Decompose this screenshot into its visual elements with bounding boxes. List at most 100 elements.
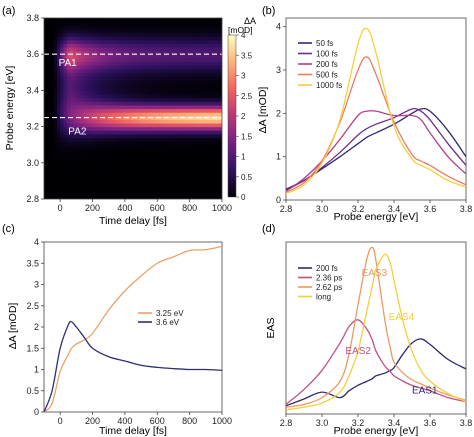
- heatmap-cell: [73, 144, 77, 149]
- heatmap-cell: [115, 195, 120, 199]
- heatmap-cell: [131, 130, 136, 135]
- heatmap-cell: [131, 94, 136, 99]
- heatmap-cell: [60, 65, 65, 70]
- heatmap-cell: [163, 57, 168, 63]
- heatmap-cell: [144, 36, 149, 41]
- heatmap-cell: [66, 46, 71, 52]
- heatmap-cell: [212, 57, 217, 63]
- heatmap-cell: [166, 112, 171, 117]
- heatmap-cell: [150, 191, 155, 196]
- heatmap-cell: [99, 112, 103, 117]
- heatmap-cell: [105, 148, 110, 153]
- heatmap-cell: [99, 50, 103, 55]
- heatmap-cell: [137, 144, 142, 149]
- heatmap-cell: [102, 54, 107, 59]
- heatmap-cell: [128, 184, 132, 189]
- heatmap-cell: [147, 133, 152, 139]
- heatmap-cell: [63, 57, 68, 63]
- heatmap-cell: [166, 159, 171, 164]
- heatmap-cell: [150, 173, 155, 178]
- heatmap-cell: [154, 177, 158, 182]
- heatmap-cell: [209, 83, 213, 88]
- heatmap-xtick-label: 0: [58, 203, 63, 213]
- heatmap-cell: [147, 18, 152, 23]
- heatmap-cell: [86, 75, 90, 81]
- heatmap-cell: [111, 195, 116, 199]
- heatmap-cell: [76, 28, 81, 34]
- heatmap-cell: [44, 126, 48, 131]
- heatmap-cell: [50, 177, 55, 182]
- heatmap-cell: [160, 61, 165, 66]
- heatmap-cell: [150, 141, 155, 146]
- heatmap-cell: [196, 46, 200, 52]
- heatmap-cell: [176, 50, 181, 55]
- heatmap-cell: [205, 108, 210, 113]
- heatmap-cell: [150, 119, 155, 124]
- heatmap-cell: [86, 72, 90, 77]
- heatmap-cell: [76, 36, 81, 41]
- heatmap-cell: [157, 86, 162, 91]
- heatmap-cell: [150, 90, 155, 95]
- heatmap-cell: [209, 79, 213, 84]
- legend-label: 50 fs: [316, 39, 333, 48]
- heatmap-cell: [154, 101, 158, 106]
- heatmap-cell: [76, 173, 81, 178]
- heatmap-cell: [118, 46, 123, 52]
- heatmap-cell: [134, 65, 139, 70]
- heatmap-cell: [209, 122, 213, 128]
- heatmap-cell: [56, 50, 61, 55]
- heatmap-cell: [212, 141, 217, 146]
- heatmap-cell: [160, 170, 165, 175]
- heatmap-cell: [192, 133, 197, 139]
- heatmap-cell: [108, 54, 113, 59]
- heatmap-cell: [202, 39, 207, 44]
- heatmap-cell: [50, 43, 55, 48]
- heatmap-cell: [63, 112, 68, 117]
- heatmap-cell: [53, 32, 58, 37]
- heatmap-cell: [196, 148, 200, 153]
- heatmap-cell: [192, 86, 197, 91]
- heatmap-cell: [192, 122, 197, 128]
- heatmap-cell: [63, 159, 68, 164]
- heatmap-cell: [99, 65, 103, 70]
- xtick-label: 3.2: [352, 418, 365, 428]
- heatmap-cell: [92, 177, 97, 182]
- heatmap-cell: [69, 25, 74, 30]
- xtick-label: 0: [58, 416, 63, 426]
- heatmap-cell: [189, 101, 194, 106]
- heatmap-cell: [69, 57, 74, 63]
- heatmap-cell: [124, 126, 129, 131]
- heatmap-cell: [76, 25, 81, 30]
- heatmap-cell: [95, 115, 100, 120]
- heatmap-cell: [202, 108, 207, 113]
- heatmap-cell: [69, 28, 74, 34]
- heatmap-cell: [56, 162, 61, 168]
- heatmap-cell: [150, 184, 155, 189]
- heatmap-cell: [199, 188, 204, 193]
- heatmap-cell: [215, 86, 220, 91]
- heatmap-cell: [111, 43, 116, 48]
- heatmap-cell: [212, 104, 217, 110]
- heatmap-cell: [69, 130, 74, 135]
- heatmap-cell: [173, 86, 178, 91]
- heatmap-cell: [189, 162, 194, 168]
- heatmap-cell: [102, 28, 107, 34]
- heatmap-cell: [141, 101, 145, 106]
- heatmap-cell: [118, 18, 123, 23]
- heatmap-cell: [179, 108, 184, 113]
- heatmap-cell: [108, 83, 113, 88]
- heatmap-cell: [183, 86, 187, 91]
- heatmap-cell: [157, 79, 162, 84]
- heatmap-cell: [150, 68, 155, 73]
- ytick-label: 4: [34, 237, 39, 247]
- heatmap-cell: [56, 36, 61, 41]
- heatmap-cell: [199, 144, 204, 149]
- heatmap-cell: [60, 108, 65, 113]
- heatmap-cell: [154, 32, 158, 37]
- heatmap-cell: [160, 28, 165, 34]
- heatmap-cell: [170, 94, 175, 99]
- heatmap-cell: [189, 65, 194, 70]
- heatmap-cell: [209, 137, 213, 142]
- heatmap-cell: [183, 97, 187, 102]
- heatmap-cell: [186, 97, 191, 102]
